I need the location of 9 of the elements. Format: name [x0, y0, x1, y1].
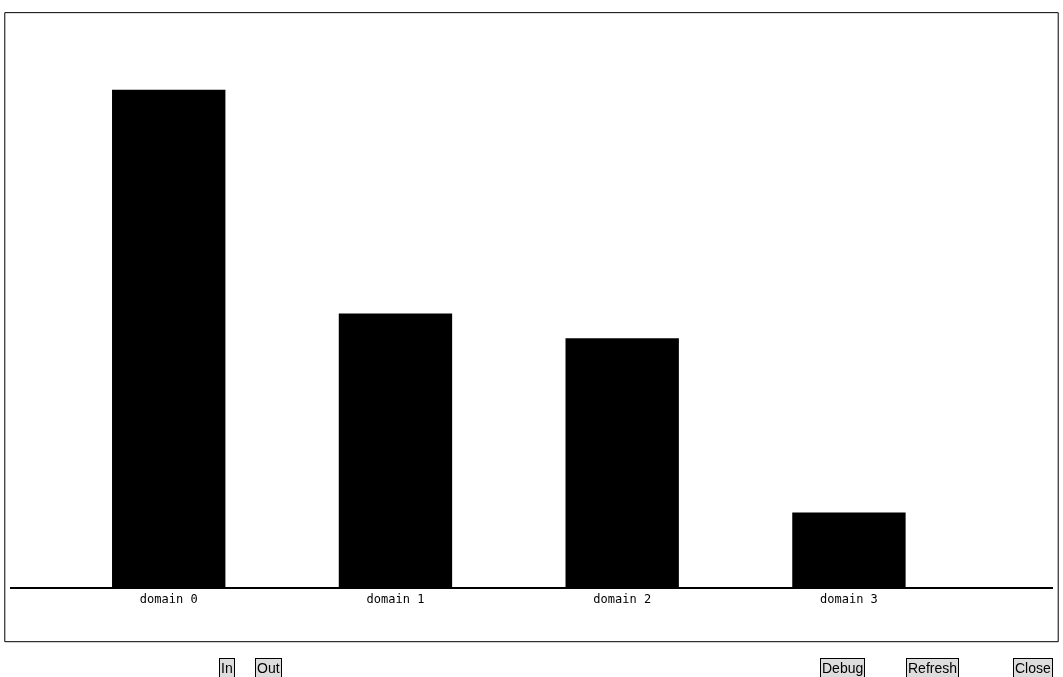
text: Out: [257, 660, 280, 676]
x-tick-label: domain 0: [139, 592, 198, 607]
text: Refresh: [908, 660, 958, 676]
text: In: [221, 660, 233, 676]
text: Debug: [822, 660, 864, 676]
x-tick-label: domain 3: [820, 592, 878, 607]
text: Close: [1015, 660, 1052, 676]
x-tick-label: domain 1: [366, 592, 425, 607]
x-tick-label: domain 2: [593, 592, 652, 607]
